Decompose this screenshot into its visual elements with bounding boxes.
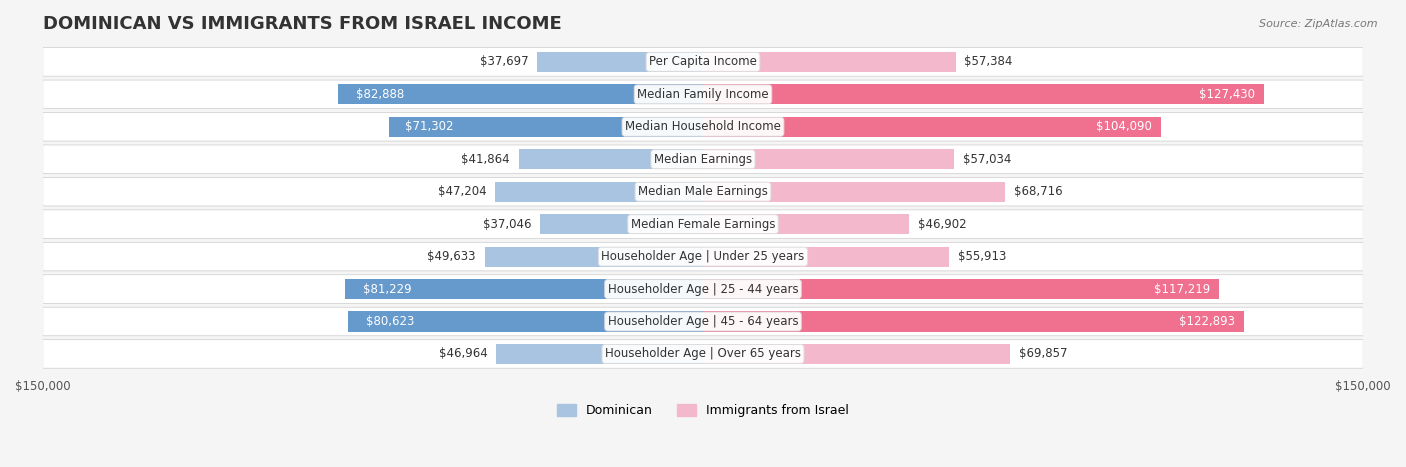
Bar [495, 182, 703, 202]
Text: Source: ZipAtlas.com: Source: ZipAtlas.com [1260, 19, 1378, 28]
Text: DOMINICAN VS IMMIGRANTS FROM ISRAEL INCOME: DOMINICAN VS IMMIGRANTS FROM ISRAEL INCO… [42, 15, 561, 33]
FancyBboxPatch shape [42, 275, 1364, 304]
Text: $57,384: $57,384 [965, 56, 1012, 68]
Bar [703, 149, 955, 170]
Text: $81,229: $81,229 [363, 283, 412, 296]
Text: $47,204: $47,204 [437, 185, 486, 198]
Bar [389, 117, 703, 137]
Text: Median Male Earnings: Median Male Earnings [638, 185, 768, 198]
Text: Median Family Income: Median Family Income [637, 88, 769, 101]
Bar [703, 84, 1264, 105]
Text: $41,864: $41,864 [461, 153, 510, 166]
Text: Median Household Income: Median Household Income [626, 120, 780, 133]
FancyBboxPatch shape [42, 145, 1364, 174]
Text: $46,902: $46,902 [918, 218, 967, 231]
Bar [703, 247, 949, 267]
Bar [537, 52, 703, 72]
Text: $117,219: $117,219 [1154, 283, 1211, 296]
Text: $122,893: $122,893 [1180, 315, 1234, 328]
Text: Per Capita Income: Per Capita Income [650, 56, 756, 68]
Text: $69,857: $69,857 [1019, 347, 1067, 361]
Bar [703, 214, 910, 234]
Bar [703, 52, 956, 72]
Text: $80,623: $80,623 [366, 315, 415, 328]
Bar [519, 149, 703, 170]
Text: $49,633: $49,633 [427, 250, 475, 263]
FancyBboxPatch shape [42, 340, 1364, 368]
Bar [703, 117, 1161, 137]
Text: $46,964: $46,964 [439, 347, 488, 361]
Text: Median Female Earnings: Median Female Earnings [631, 218, 775, 231]
Text: Householder Age | 45 - 64 years: Householder Age | 45 - 64 years [607, 315, 799, 328]
Text: $127,430: $127,430 [1199, 88, 1256, 101]
FancyBboxPatch shape [42, 113, 1364, 141]
Text: $37,697: $37,697 [479, 56, 529, 68]
FancyBboxPatch shape [42, 48, 1364, 76]
FancyBboxPatch shape [42, 307, 1364, 336]
FancyBboxPatch shape [42, 80, 1364, 109]
Text: $68,716: $68,716 [1014, 185, 1063, 198]
Text: $104,090: $104,090 [1097, 120, 1153, 133]
Bar [496, 344, 703, 364]
Bar [703, 311, 1244, 332]
FancyBboxPatch shape [42, 242, 1364, 271]
Bar [349, 311, 703, 332]
Text: Median Earnings: Median Earnings [654, 153, 752, 166]
Text: Householder Age | 25 - 44 years: Householder Age | 25 - 44 years [607, 283, 799, 296]
Text: $82,888: $82,888 [357, 88, 405, 101]
Legend: Dominican, Immigrants from Israel: Dominican, Immigrants from Israel [553, 399, 853, 422]
Bar [703, 344, 1011, 364]
Bar [346, 279, 703, 299]
Text: $71,302: $71,302 [405, 120, 453, 133]
Bar [703, 279, 1219, 299]
Bar [485, 247, 703, 267]
Bar [339, 84, 703, 105]
Text: $57,034: $57,034 [963, 153, 1011, 166]
Text: Householder Age | Over 65 years: Householder Age | Over 65 years [605, 347, 801, 361]
Text: $37,046: $37,046 [482, 218, 531, 231]
Bar [703, 182, 1005, 202]
Text: $55,913: $55,913 [957, 250, 1007, 263]
FancyBboxPatch shape [42, 177, 1364, 206]
Bar [540, 214, 703, 234]
Text: Householder Age | Under 25 years: Householder Age | Under 25 years [602, 250, 804, 263]
FancyBboxPatch shape [42, 210, 1364, 239]
